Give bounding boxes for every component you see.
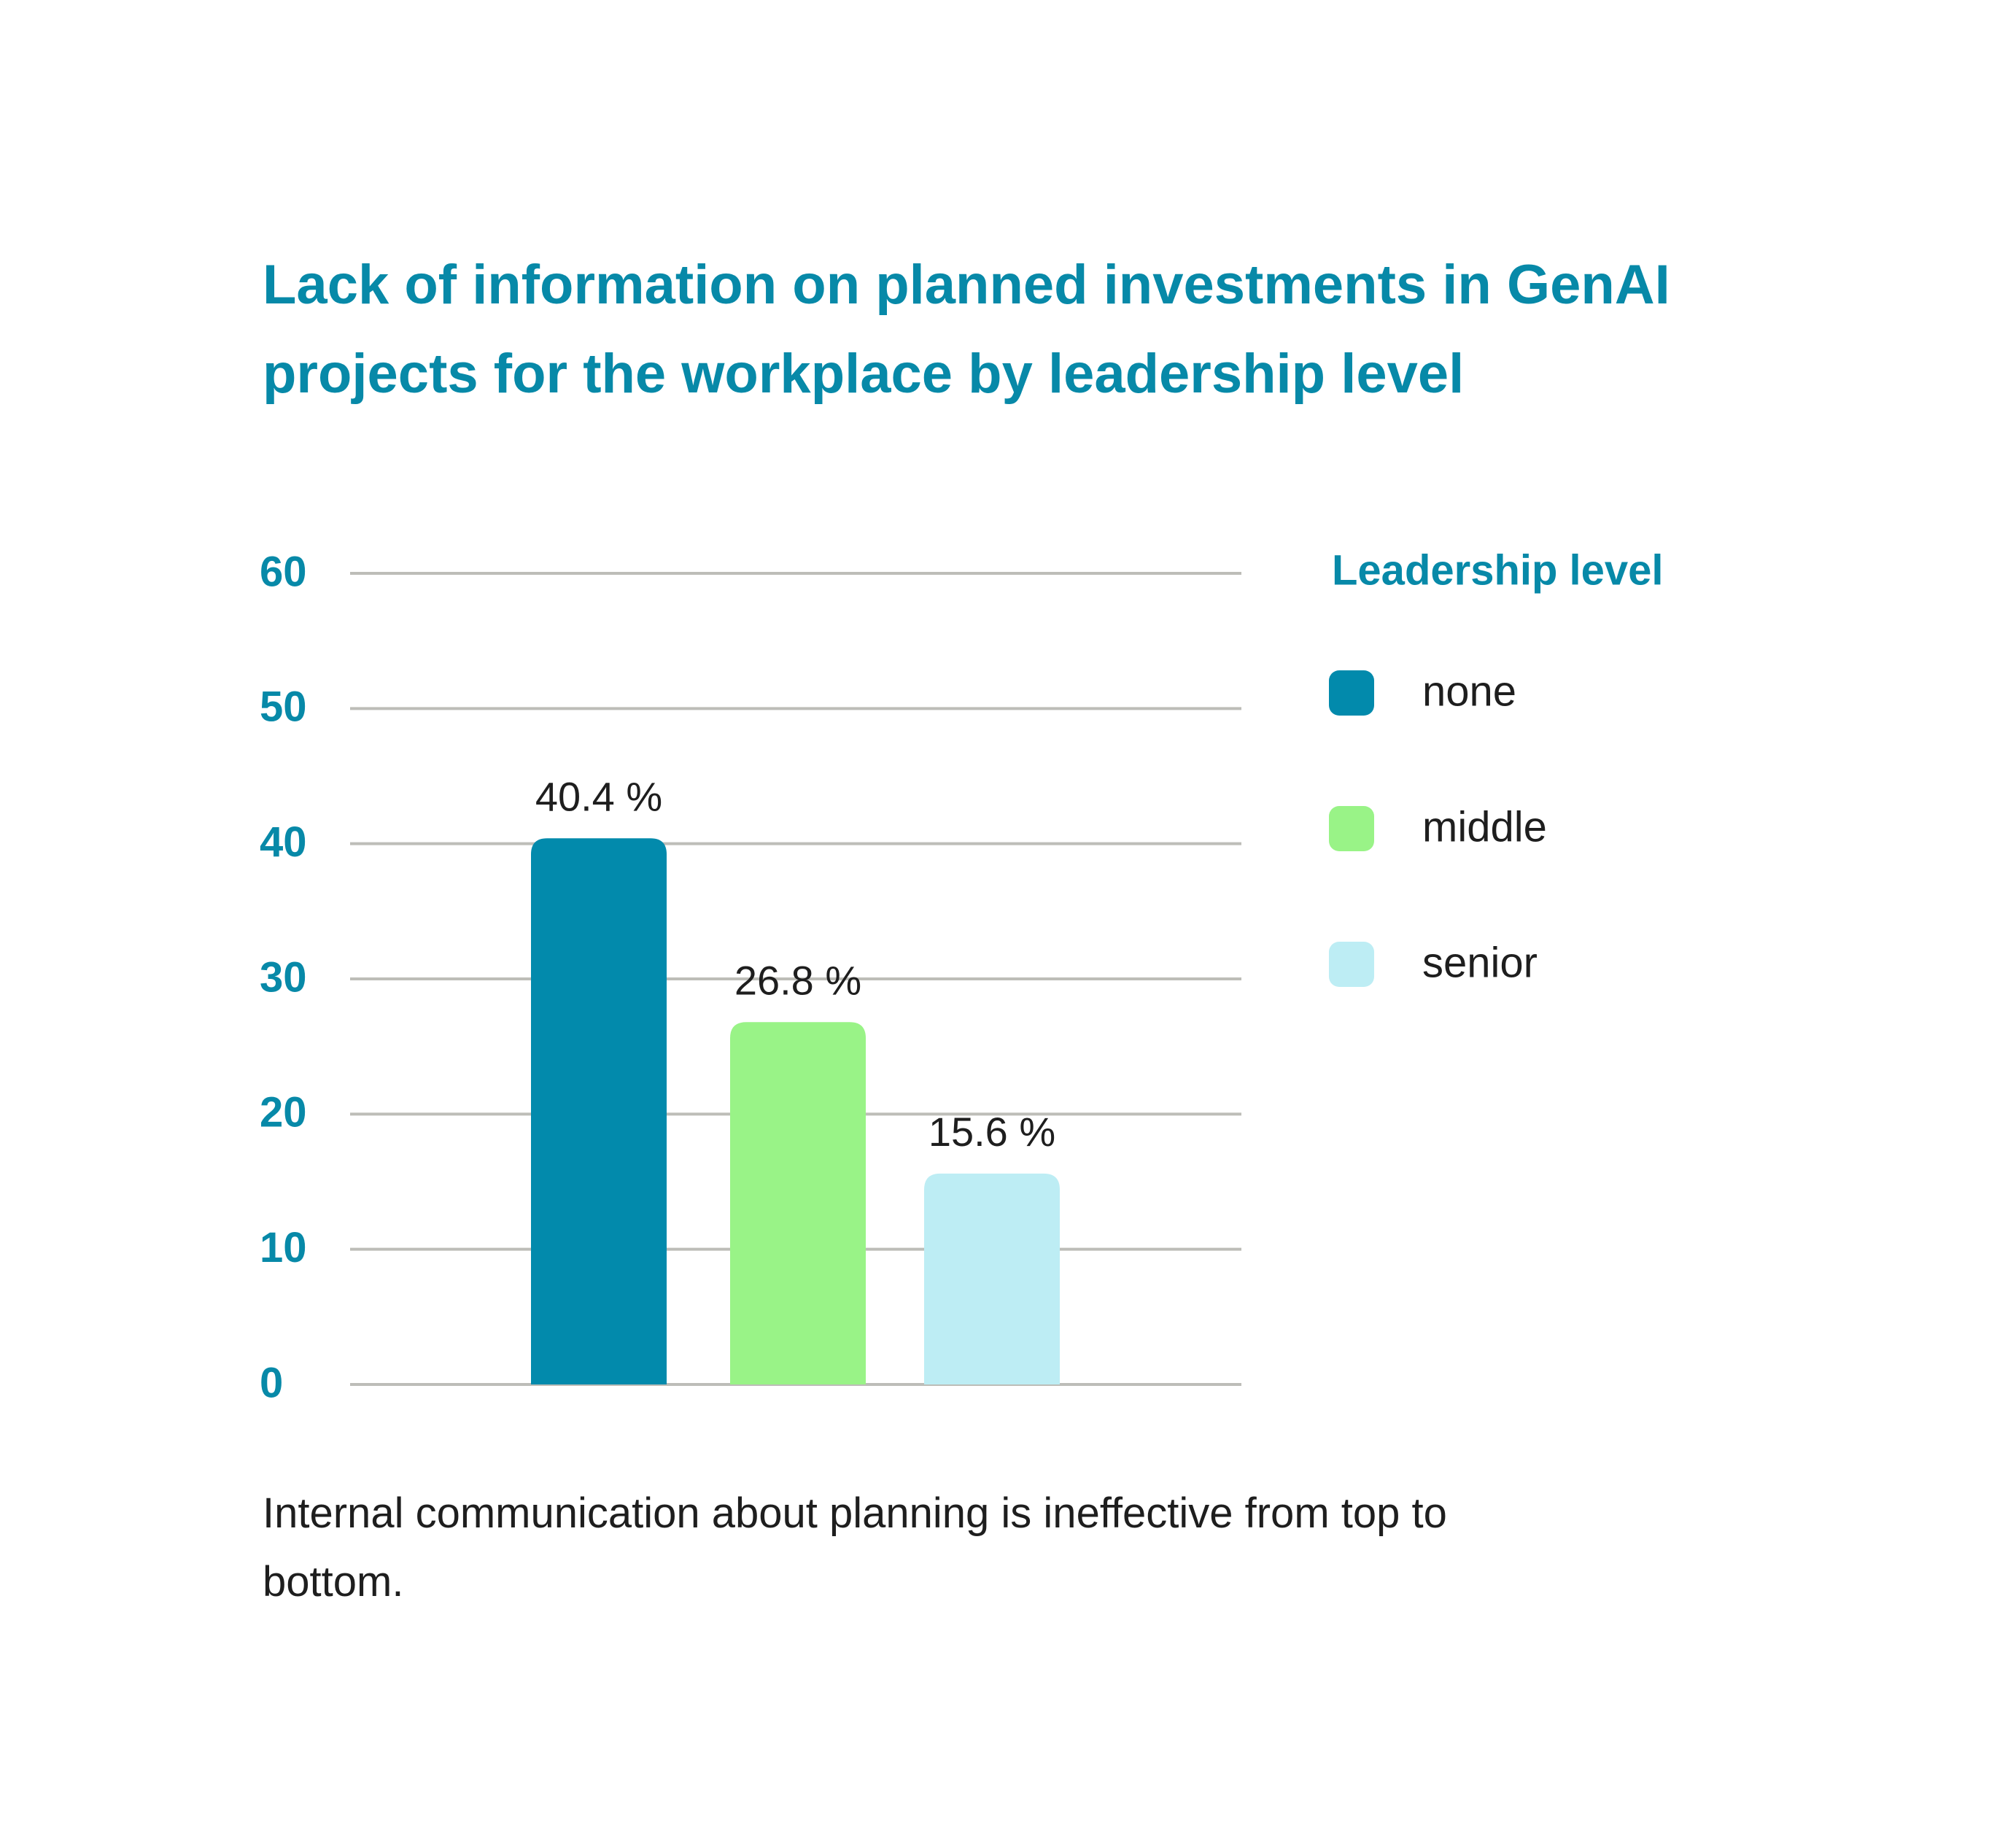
y-tick-label: 20 [260,1089,307,1136]
y-tick-label: 30 [260,953,307,1001]
chart-caption: Internal communication about planning is… [263,1489,1447,1605]
legend-label: middle [1422,803,1547,851]
bar-senior [924,1173,1060,1384]
data-label: 40.4 % [535,773,662,819]
legend-label: none [1422,667,1516,715]
legend-swatch [1329,806,1374,851]
legend-label: senior [1422,939,1538,986]
y-tick-label: 40 [260,818,307,866]
legend-swatch [1329,670,1374,716]
y-tick-label: 10 [260,1224,307,1271]
y-tick-label: 0 [260,1359,283,1406]
y-tick-label: 50 [260,683,307,731]
legend-title: Leadership level [1332,546,1664,594]
bar-middle [730,1022,866,1384]
y-tick-label: 60 [260,548,307,595]
data-label: 26.8 % [734,957,861,1003]
bar-none [531,838,667,1384]
chart-title: Lack of information on planned investmen… [263,254,1670,405]
legend-swatch [1329,942,1374,987]
data-label: 15.6 % [928,1109,1055,1155]
